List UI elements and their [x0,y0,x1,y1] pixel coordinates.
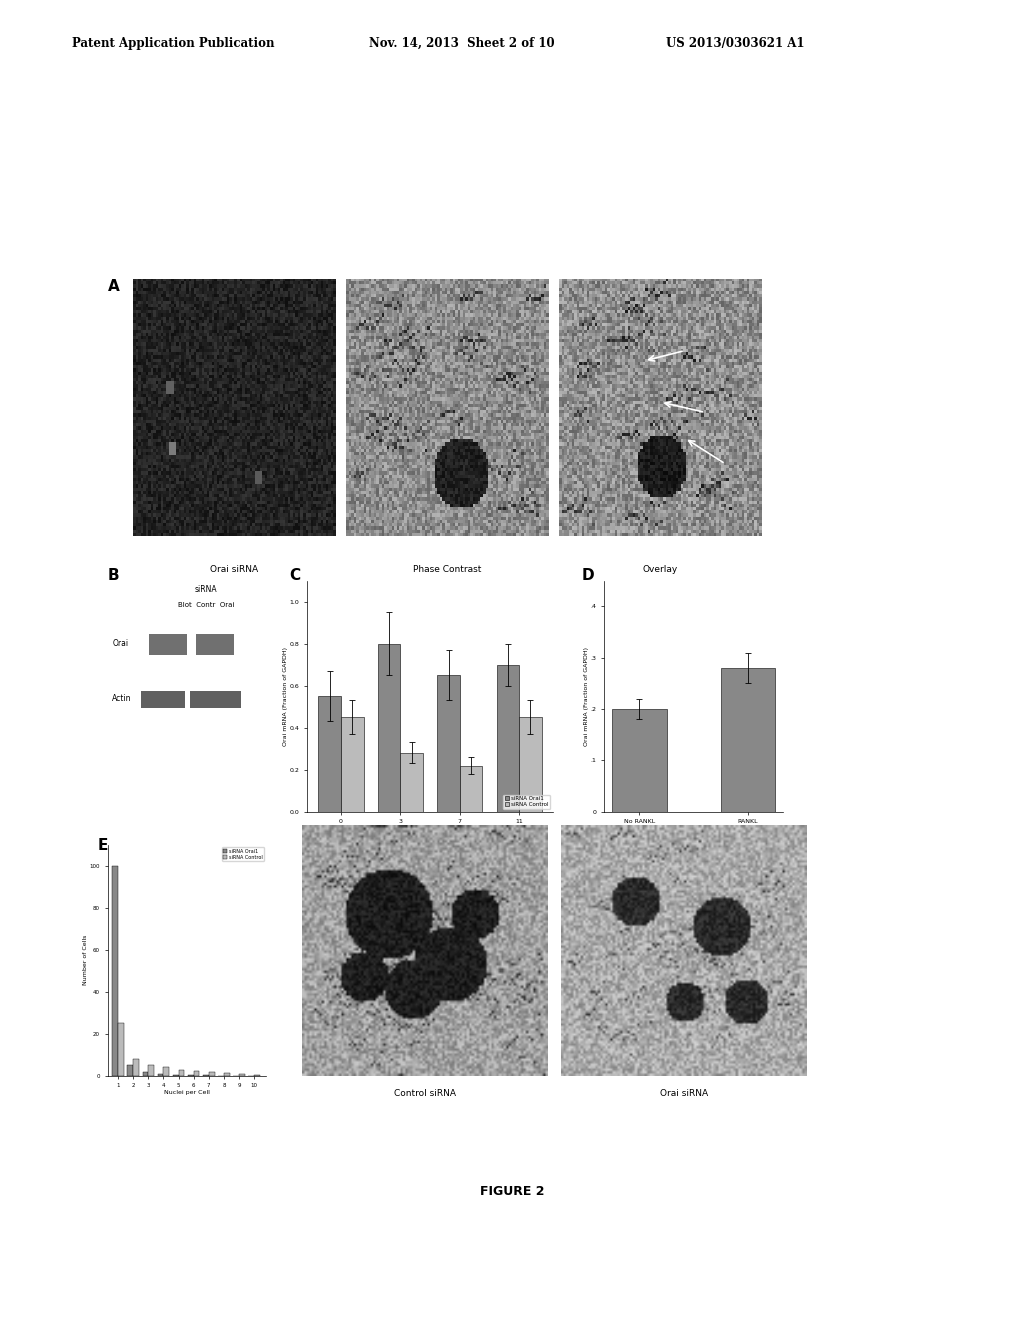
Text: D: D [582,568,594,582]
Text: siRNA: siRNA [195,585,217,594]
Bar [460,766,482,812]
Text: Control siRNA: Control siRNA [394,1089,456,1098]
Y-axis label: Number of Cells: Number of Cells [83,935,88,986]
Text: Orai: Orai [113,639,128,648]
Text: Orai siRNA: Orai siRNA [211,565,258,574]
Y-axis label: Orai mRNA (Fraction of GAPDH): Orai mRNA (Fraction of GAPDH) [584,647,589,746]
Legend: siRNA Orai1, siRNA Control: siRNA Orai1, siRNA Control [222,847,264,861]
Bar [721,668,775,812]
X-axis label: Nuclei per Cell: Nuclei per Cell [164,1090,210,1094]
Bar [118,1023,124,1076]
Y-axis label: Orai mRNA (Fraction of GAPDH): Orai mRNA (Fraction of GAPDH) [284,647,289,746]
Bar [142,1072,148,1076]
Bar [148,634,186,655]
Text: Phase Contrast: Phase Contrast [414,565,481,574]
Bar [190,690,241,708]
Bar [194,1071,200,1076]
Text: FIGURE 2: FIGURE 2 [480,1184,544,1197]
Bar [141,690,185,708]
Bar [400,752,423,812]
Text: Actin: Actin [113,694,132,704]
Bar [318,697,341,812]
Bar [519,717,542,812]
Bar [437,676,460,812]
Text: A: A [108,279,119,293]
Bar [224,1073,229,1076]
X-axis label: Days: Days [421,826,439,834]
Text: Orai siRNA: Orai siRNA [660,1089,708,1098]
Legend: siRNA Orai1, siRNA Control: siRNA Orai1, siRNA Control [503,795,550,809]
Text: US 2013/0303621 A1: US 2013/0303621 A1 [666,37,804,50]
Bar [341,717,364,812]
Bar [178,1069,184,1076]
Bar [612,709,667,812]
Text: Overlay: Overlay [643,565,678,574]
Text: E: E [97,838,108,853]
Bar [378,644,400,812]
Bar [148,1065,154,1076]
Bar [209,1072,215,1076]
Bar [197,634,234,655]
Bar [497,665,519,812]
Text: Nov. 14, 2013  Sheet 2 of 10: Nov. 14, 2013 Sheet 2 of 10 [369,37,554,50]
Bar [239,1073,245,1076]
Text: B: B [108,568,119,582]
Text: Patent Application Publication: Patent Application Publication [72,37,274,50]
Bar [164,1068,169,1076]
Text: C: C [289,568,300,582]
Bar [133,1059,139,1076]
Bar [158,1073,164,1076]
Bar [127,1065,133,1076]
Text: Blot  Contr  Orai: Blot Contr Orai [178,602,234,607]
Bar [113,866,118,1076]
